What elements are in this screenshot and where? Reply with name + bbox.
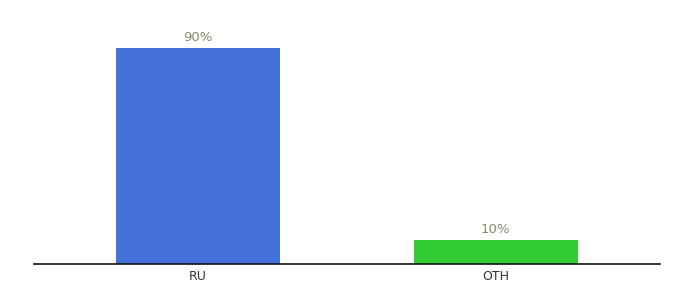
Text: 90%: 90% <box>183 32 213 44</box>
Text: 10%: 10% <box>481 224 511 236</box>
Bar <box>116 48 279 264</box>
Bar <box>414 240 578 264</box>
